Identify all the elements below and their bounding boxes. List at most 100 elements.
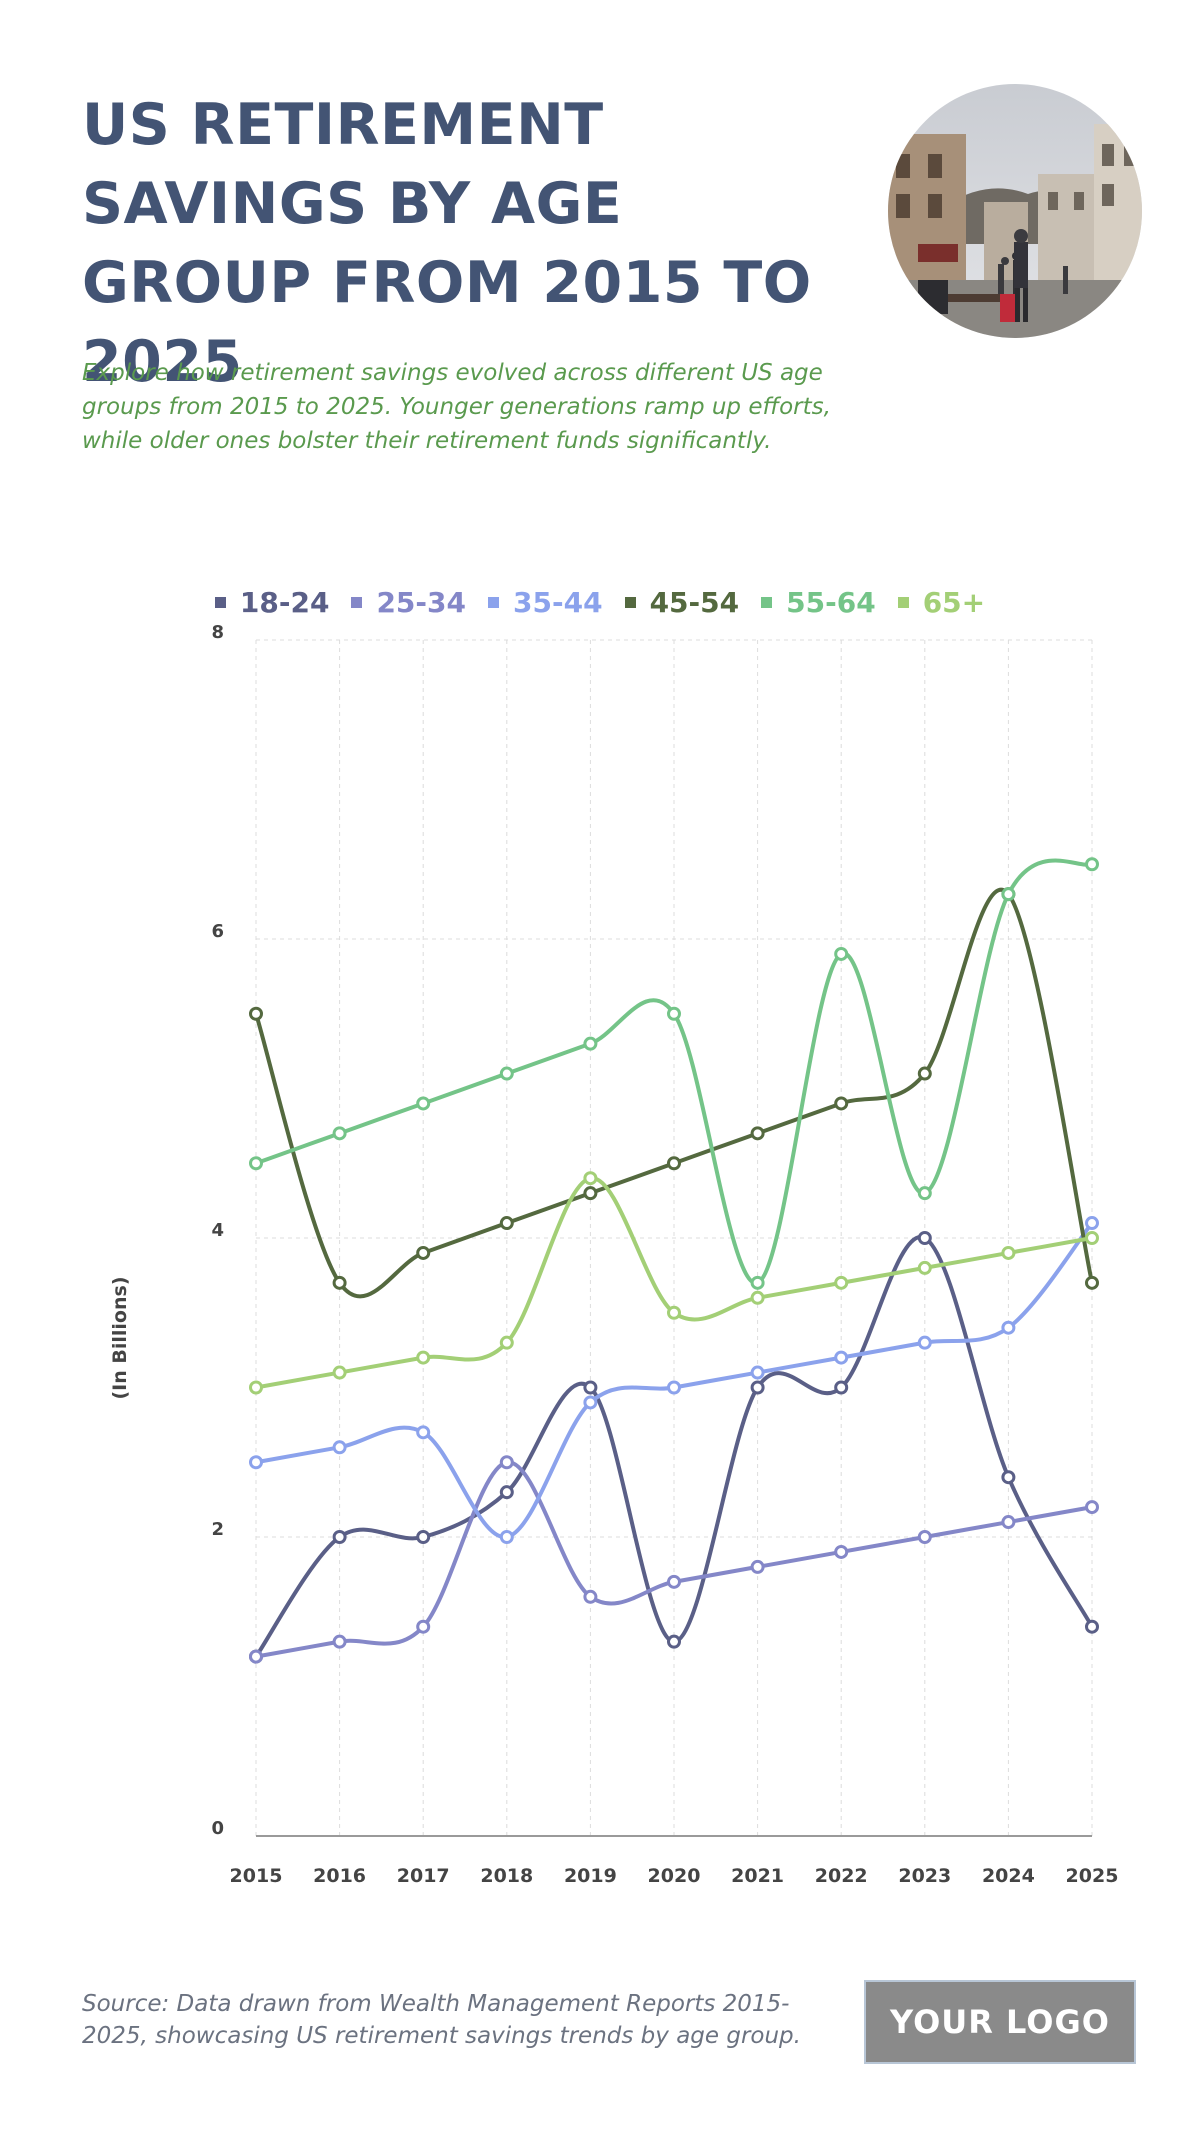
data-point-55-64 [834,946,849,961]
data-point-18-24 [834,1380,849,1395]
legend-swatch [624,597,636,608]
data-point-65plus [1085,1231,1099,1245]
x-tick-label: 2023 [898,1865,951,1887]
data-point-45-54 [499,1216,514,1231]
data-point-35-44 [499,1530,514,1544]
y-tick-label: 8 [211,622,224,643]
y-tick-label: 2 [211,1519,224,1540]
data-point-45-54 [834,1096,849,1111]
y-tick-label: 6 [211,921,224,942]
data-point-35-44 [834,1350,849,1365]
chart-legend: 18-24 25-34 35-44 45-54 55-64 65+ [0,586,1200,619]
data-point-25-34 [499,1455,514,1470]
data-point-45-54 [750,1126,765,1141]
data-point-35-44 [917,1335,932,1350]
data-point-25-34 [416,1619,431,1634]
x-tick-label: 2025 [1066,1865,1119,1887]
data-point-25-34 [1001,1515,1016,1530]
legend-swatch [897,597,909,608]
data-point-55-64 [583,1036,598,1051]
data-point-45-54 [583,1186,598,1201]
data-point-65plus [750,1290,765,1305]
data-point-65plus [667,1305,681,1320]
data-point-18-24 [750,1380,765,1395]
data-point-25-34 [834,1544,849,1559]
x-tick-label: 2022 [815,1865,868,1887]
series-line-65plus [254,1176,1094,1390]
legend-swatch [761,597,773,608]
data-point-18-24 [1001,1470,1016,1485]
x-tick-label: 2024 [982,1865,1035,1887]
street-scene-illustration [888,84,1142,338]
data-point-65plus [332,1365,347,1380]
data-point-55-64 [499,1066,514,1081]
legend-label: 35-44 [513,586,603,619]
source-note: Source: Data drawn from Wealth Managemen… [82,1991,801,2049]
data-point-18-24 [667,1634,681,1649]
legend-label: 65+ [922,586,986,619]
data-point-25-34 [249,1649,263,1664]
y-tick-label: 4 [211,1220,224,1241]
data-point-35-44 [332,1440,347,1455]
x-tick-label: 2021 [731,1865,784,1887]
data-point-18-24 [917,1231,932,1245]
data-point-18-24 [499,1485,514,1500]
legend-item-25-34: 25-34 [351,586,466,619]
legend-swatch [351,597,363,608]
x-tick-label: 2020 [648,1865,701,1887]
series-line-25-34 [254,1460,1094,1659]
y-tick-label: 0 [211,1818,224,1839]
data-point-55-64 [332,1126,347,1141]
legend-label: 55-64 [786,586,876,619]
legend-item-65plus: 65+ [897,586,986,619]
data-point-55-64 [1085,857,1099,872]
data-point-55-64 [249,1156,263,1171]
data-point-18-24 [332,1530,347,1544]
data-point-55-64 [667,1006,681,1021]
data-point-65plus [917,1260,932,1275]
data-point-65plus [583,1171,598,1186]
data-point-35-44 [1085,1216,1099,1231]
data-point-35-44 [667,1380,681,1395]
x-tick-label: 2016 [313,1865,366,1887]
legend-item-45-54: 45-54 [624,586,740,619]
street-scene-photo [888,84,1142,338]
legend-item-18-24: 18-24 [214,586,330,619]
data-point-45-54 [1085,1275,1099,1290]
data-point-55-64 [1001,887,1016,902]
data-point-65plus [499,1335,514,1350]
data-point-65plus [249,1380,263,1395]
x-tick-label: 2017 [397,1865,450,1887]
data-point-45-54 [249,1006,263,1021]
data-point-45-54 [667,1156,681,1171]
legend-swatch [488,597,499,608]
logo-placeholder: YOUR LOGO [864,1980,1136,2064]
data-point-35-44 [750,1365,765,1380]
data-point-25-34 [917,1530,932,1544]
page-title: US RETIREMENT SAVINGS BY AGE GROUP FROM … [82,92,812,395]
legend-label: 45-54 [649,586,740,619]
legend-item-55-64: 55-64 [761,586,876,619]
data-point-18-24 [416,1530,431,1544]
data-point-35-44 [1001,1320,1016,1335]
data-point-25-34 [583,1589,598,1604]
data-point-45-54 [917,1066,932,1081]
data-point-55-64 [750,1275,765,1290]
legend-item-35-44: 35-44 [488,586,603,619]
data-point-65plus [834,1275,849,1290]
legend-label: 18-24 [239,586,330,619]
legend-label: 25-34 [376,586,466,619]
x-tick-label: 2018 [480,1865,533,1887]
data-point-18-24 [583,1380,598,1395]
data-point-18-24 [1085,1619,1099,1634]
data-point-35-44 [416,1425,431,1440]
data-point-25-34 [750,1559,765,1574]
data-point-35-44 [583,1395,598,1410]
data-point-65plus [1001,1245,1016,1260]
data-point-55-64 [917,1186,932,1201]
data-point-45-54 [332,1275,347,1290]
legend-swatch [214,597,226,608]
data-point-45-54 [416,1245,431,1260]
data-point-65plus [416,1350,431,1365]
